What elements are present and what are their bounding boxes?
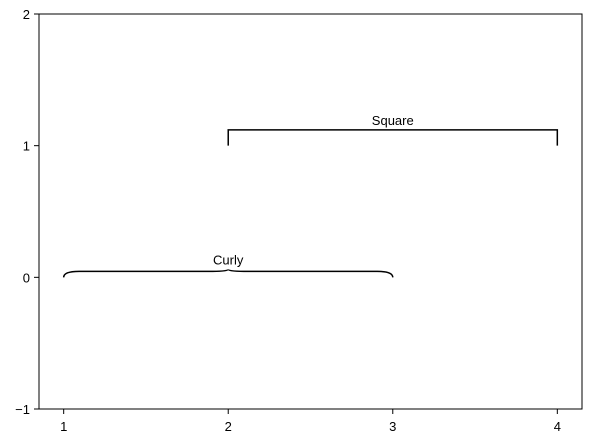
y-tick-label: 1 xyxy=(23,139,30,154)
square-bracket-shape xyxy=(227,129,559,146)
x-tick-label: 4 xyxy=(554,419,561,434)
square-bracket-label: Square xyxy=(372,113,414,128)
y-tick-label: 2 xyxy=(23,7,30,22)
x-tick-label: 3 xyxy=(389,419,396,434)
y-tick-label: 0 xyxy=(23,270,30,285)
y-tick-label: −1 xyxy=(15,402,30,417)
x-tick-label: 1 xyxy=(60,419,67,434)
curly-brace-label: Curly xyxy=(213,252,244,267)
plot-area-frame xyxy=(38,13,583,410)
square-bracket-annotation: Square xyxy=(227,113,559,146)
x-tick-label: 2 xyxy=(225,419,232,434)
ticks-layer: 1 2 3 4 −1 0 1 2 xyxy=(15,7,561,434)
